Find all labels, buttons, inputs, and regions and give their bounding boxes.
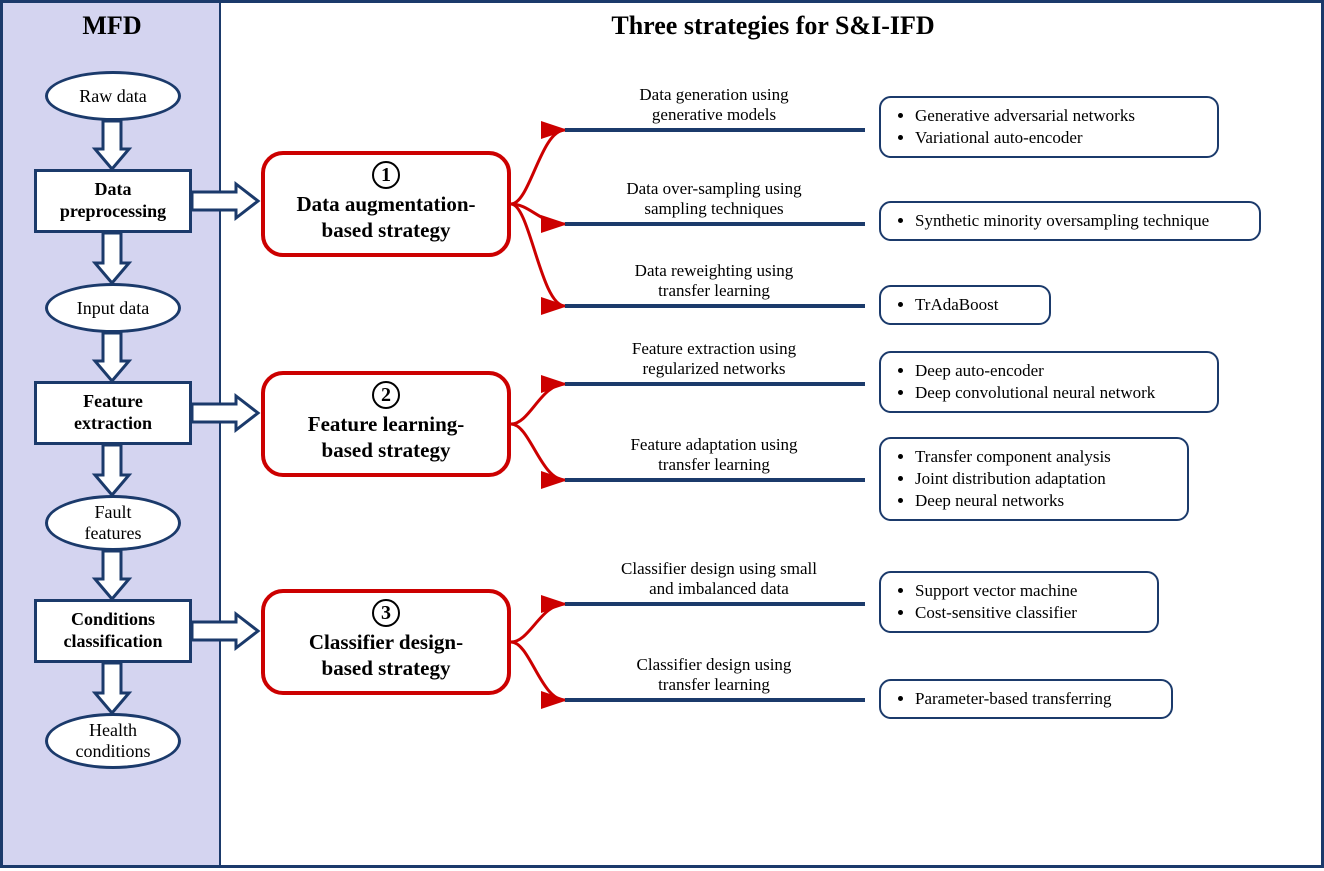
mfd-preprocessing: Datapreprocessing bbox=[34, 169, 192, 233]
strategy-2-label: Feature learning-based strategy bbox=[265, 411, 507, 464]
strategy-2-box: 2Feature learning-based strategy bbox=[261, 371, 511, 477]
method-item: Synthetic minority oversampling techniqu… bbox=[915, 211, 1245, 231]
strategy-3-label: Classifier design-based strategy bbox=[265, 629, 507, 682]
method-item: Deep auto-encoder bbox=[915, 361, 1203, 381]
strategy-1-sub-0-label: Data generation usinggenerative models bbox=[599, 85, 829, 124]
strategy-3-sub-1-label: Classifier design usingtransfer learning bbox=[599, 655, 829, 694]
method-item: TrAdaBoost bbox=[915, 295, 1035, 315]
strategy-2-sub-0-underline bbox=[565, 382, 865, 386]
method-item: Deep neural networks bbox=[915, 491, 1173, 511]
strategy-3-sub-0-methods: Support vector machineCost-sensitive cla… bbox=[879, 571, 1159, 633]
mfd-conditions-classification: Conditionsclassification bbox=[34, 599, 192, 663]
method-item: Joint distribution adaptation bbox=[915, 469, 1173, 489]
strategy-1-sub-1-underline bbox=[565, 222, 865, 226]
strategy-2-sub-1-label: Feature adaptation usingtransfer learnin… bbox=[599, 435, 829, 474]
method-item: Parameter-based transferring bbox=[915, 689, 1157, 709]
strategy-2-sub-1-underline bbox=[565, 478, 865, 482]
method-item: Variational auto-encoder bbox=[915, 128, 1203, 148]
strategy-1-number: 1 bbox=[372, 161, 400, 189]
mfd-input-data: Input data bbox=[45, 283, 181, 333]
strategy-1-sub-2-methods: TrAdaBoost bbox=[879, 285, 1051, 325]
strategy-3-number: 3 bbox=[372, 599, 400, 627]
strategy-2-number: 2 bbox=[372, 381, 400, 409]
strategy-1-sub-1-label: Data over-sampling usingsampling techniq… bbox=[599, 179, 829, 218]
mfd-feature-extraction: Featureextraction bbox=[34, 381, 192, 445]
strategy-1-box: 1Data augmentation-based strategy bbox=[261, 151, 511, 257]
strategy-2-sub-0-label: Feature extraction usingregularized netw… bbox=[599, 339, 829, 378]
mfd-fault-features: Faultfeatures bbox=[45, 495, 181, 551]
strategy-1-sub-1-methods: Synthetic minority oversampling techniqu… bbox=[879, 201, 1261, 241]
title-mfd: MFD bbox=[23, 11, 201, 41]
strategy-1-sub-0-methods: Generative adversarial networksVariation… bbox=[879, 96, 1219, 158]
method-item: Transfer component analysis bbox=[915, 447, 1173, 467]
strategy-2-sub-0-methods: Deep auto-encoderDeep convolutional neur… bbox=[879, 351, 1219, 413]
strategy-3-sub-1-methods: Parameter-based transferring bbox=[879, 679, 1173, 719]
strategy-1-sub-2-underline bbox=[565, 304, 865, 308]
mfd-health-conditions: Healthconditions bbox=[45, 713, 181, 769]
strategy-3-sub-1-underline bbox=[565, 698, 865, 702]
mfd-raw-data: Raw data bbox=[45, 71, 181, 121]
strategy-3-sub-0-label: Classifier design using smalland imbalan… bbox=[593, 559, 845, 598]
strategy-1-sub-2-label: Data reweighting usingtransfer learning bbox=[599, 261, 829, 300]
strategy-1-sub-0-underline bbox=[565, 128, 865, 132]
diagram-root: MFD Three strategies for S&I-IFD Raw dat… bbox=[0, 0, 1324, 868]
title-strategies: Three strategies for S&I-IFD bbox=[423, 11, 1123, 41]
strategy-3-sub-0-underline bbox=[565, 602, 865, 606]
method-item: Deep convolutional neural network bbox=[915, 383, 1203, 403]
strategy-2-sub-1-methods: Transfer component analysisJoint distrib… bbox=[879, 437, 1189, 521]
strategy-3-box: 3Classifier design-based strategy bbox=[261, 589, 511, 695]
method-item: Cost-sensitive classifier bbox=[915, 603, 1143, 623]
method-item: Generative adversarial networks bbox=[915, 106, 1203, 126]
method-item: Support vector machine bbox=[915, 581, 1143, 601]
strategy-1-label: Data augmentation-based strategy bbox=[265, 191, 507, 244]
